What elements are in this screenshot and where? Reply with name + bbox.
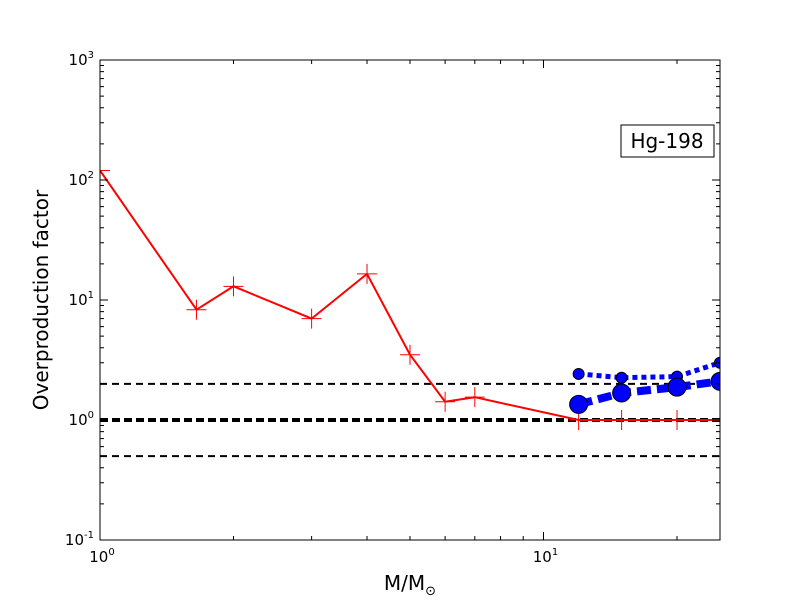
- y-tick-label-3: 102: [69, 170, 94, 189]
- y-tick-label-2: 101: [69, 290, 94, 309]
- series-2-point-2: [667, 377, 687, 397]
- x-tick-label-0: 100: [89, 547, 114, 566]
- series-0-point-1: [186, 299, 207, 320]
- annotation-frame: [620, 124, 715, 158]
- y-tick-label-0: 10-1: [65, 530, 94, 549]
- x-axis-label-subscript: ⊙: [425, 584, 436, 599]
- series-layer: [100, 160, 720, 430]
- y-tick-label-4: 103: [69, 50, 94, 69]
- series-0-point-9: [611, 410, 632, 430]
- series-0-point-4: [357, 263, 378, 284]
- series-0-point-2: [223, 276, 244, 297]
- series-2-line: [577, 377, 720, 409]
- annotation-box: Hg-198: [620, 124, 715, 158]
- series-2-point-1: [612, 383, 632, 403]
- series-1-point-0: [572, 367, 585, 380]
- y-axis-label: Overproduction factor: [29, 189, 53, 410]
- y-tick-label-1: 100: [69, 410, 94, 429]
- series-0-point-0: [100, 160, 110, 181]
- series-0-line: [100, 169, 720, 421]
- annotation-label: Hg-198: [630, 129, 703, 153]
- series-0-point-10: [667, 410, 688, 430]
- x-axis-label-base: M/M: [384, 571, 425, 595]
- series-0-point-5: [400, 344, 420, 365]
- series-0-point-7: [464, 387, 485, 408]
- series-0-point-3: [301, 308, 322, 329]
- series-1-point-1: [615, 371, 628, 384]
- series-2-point-0: [569, 394, 589, 414]
- x-tick-label-1: 101: [533, 547, 558, 566]
- series-1-line: [578, 360, 720, 381]
- series-2-point-3: [710, 371, 720, 391]
- x-axis-label: M/M⊙: [384, 571, 436, 599]
- series-0-point-6: [435, 391, 456, 412]
